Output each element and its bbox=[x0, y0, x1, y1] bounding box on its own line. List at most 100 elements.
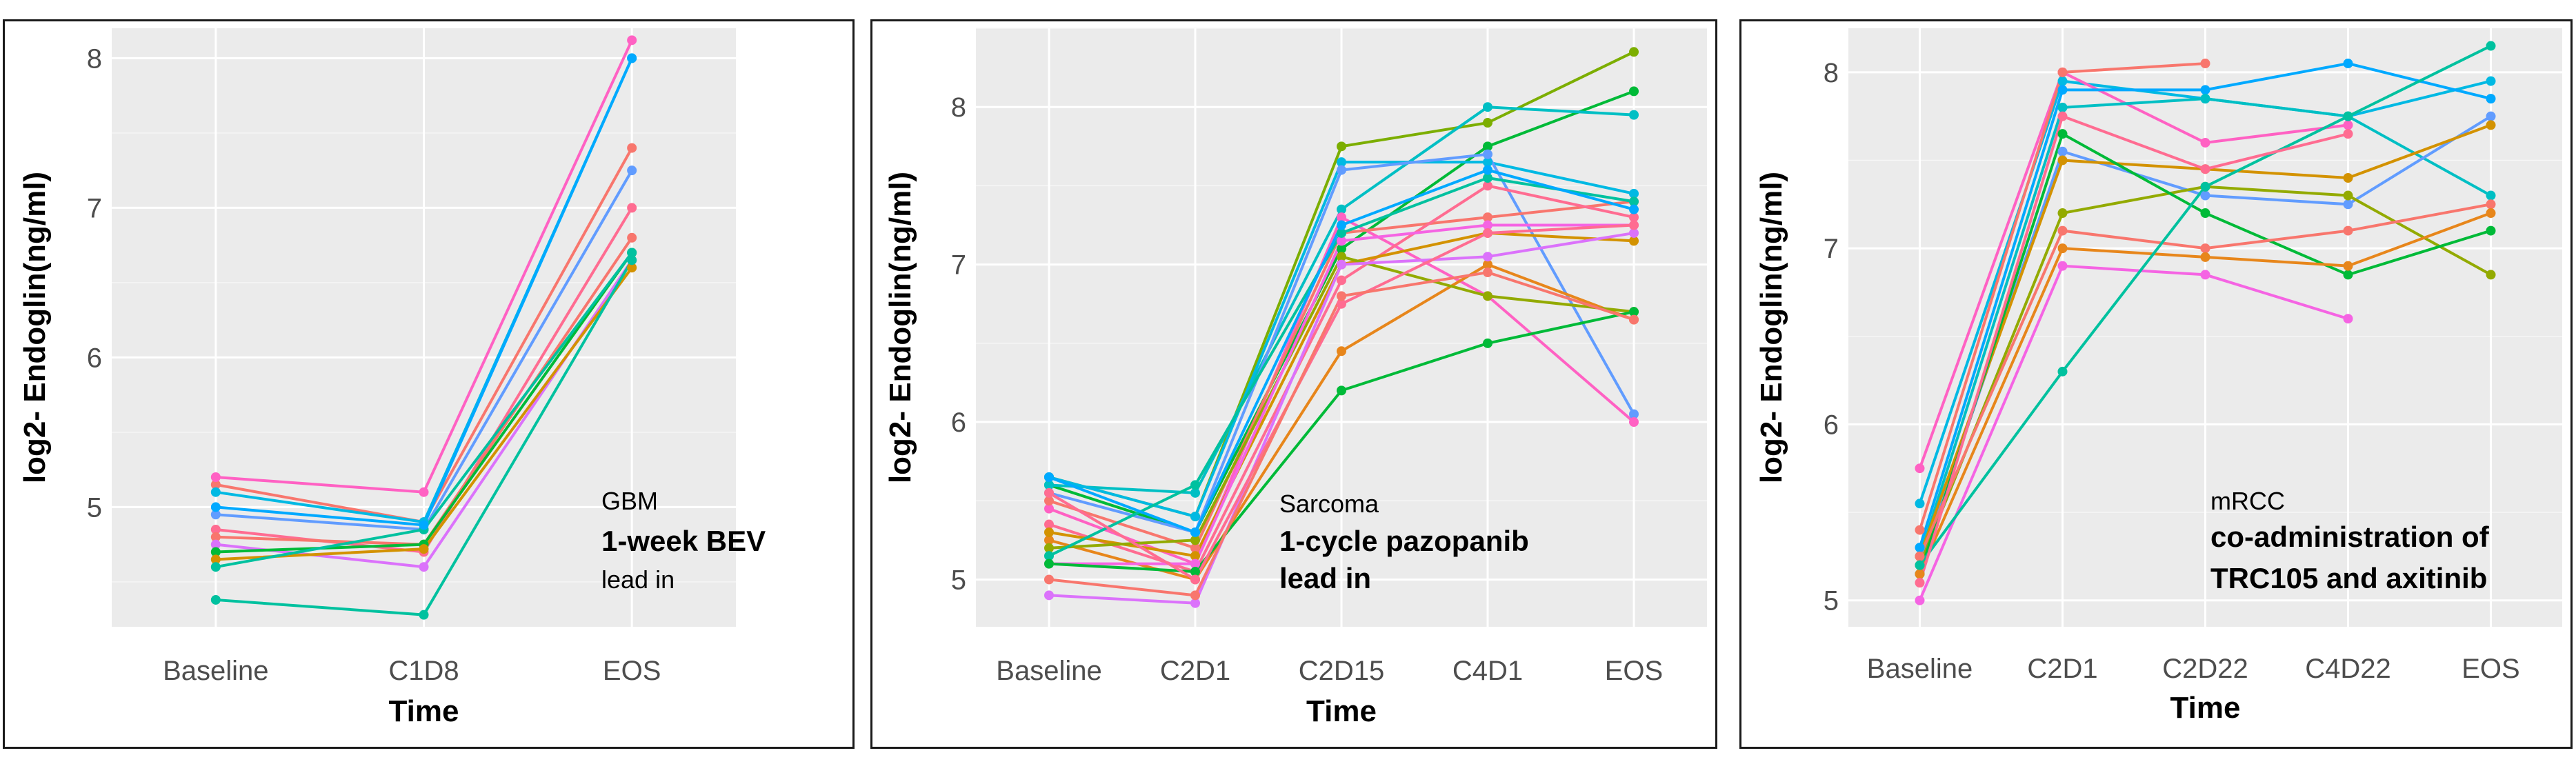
data-point-s4 bbox=[1337, 157, 1346, 168]
chart-panel-mrcc: 5 6 7 8 Baseline C2D1 C2D22 C4D22 EOS log2- End… bbox=[1739, 19, 2573, 749]
data-point-s13 bbox=[1044, 590, 1054, 601]
data-point-s16 bbox=[1337, 220, 1346, 230]
data-point-s14 bbox=[1629, 197, 1639, 207]
annotation-detail: lead in bbox=[601, 565, 675, 594]
chart-panel-gbm: 5 6 7 8 Baseline C1D8 EOS log2- Endoglin(ng/m… bbox=[3, 19, 855, 749]
chart-svg-mrcc: 5 6 7 8 Baseline C2D1 C2D22 C4D22 EOS log2- End… bbox=[1755, 28, 2562, 725]
data-point-s7 bbox=[1190, 543, 1200, 553]
data-point-s15 bbox=[1337, 385, 1346, 396]
data-point-s6 bbox=[2486, 111, 2496, 121]
x-tick-label: EOS bbox=[603, 656, 661, 686]
data-point-s8 bbox=[210, 547, 221, 557]
data-point-s12 bbox=[627, 255, 637, 265]
data-point-s9 bbox=[419, 544, 429, 554]
data-point-s13 bbox=[2343, 111, 2353, 121]
data-point-s1 bbox=[2486, 76, 2496, 86]
data-point-s5 bbox=[1483, 149, 1492, 159]
data-point-s3 bbox=[1629, 110, 1639, 120]
x-tick-label: Baseline bbox=[996, 656, 1101, 686]
data-point-s8 bbox=[1337, 275, 1346, 285]
data-point-s7 bbox=[419, 562, 429, 572]
data-point-s17 bbox=[1483, 228, 1492, 238]
data-point-s9 bbox=[1044, 535, 1054, 545]
x-axis-title: Time bbox=[389, 694, 459, 728]
data-point-s11 bbox=[627, 53, 637, 63]
data-point-s3 bbox=[1190, 487, 1200, 498]
y-tick-label: 5 bbox=[87, 492, 102, 523]
data-point-s3 bbox=[1483, 102, 1492, 112]
data-point-s8 bbox=[2057, 208, 2068, 219]
data-point-s3 bbox=[1915, 543, 1925, 553]
data-point-s10 bbox=[2057, 225, 2068, 236]
series-line-s14 bbox=[1918, 114, 2348, 583]
y-axis-title: log2- Endoglin(ng/ml) bbox=[883, 172, 917, 483]
data-point-s18 bbox=[1190, 590, 1200, 601]
x-axis-title: Time bbox=[1306, 694, 1377, 728]
data-point-s16 bbox=[1629, 204, 1639, 214]
data-point-s16 bbox=[1483, 165, 1492, 175]
data-point-s17 bbox=[1337, 299, 1346, 309]
data-point-s2 bbox=[2343, 120, 2353, 130]
data-point-s14 bbox=[1337, 228, 1346, 238]
chart-panel-sarcoma: 5 6 7 8 Baseline C2D1 C2D15 C4D1 EOS log2- Endo… bbox=[870, 19, 1717, 749]
data-point-s2 bbox=[1915, 463, 1925, 474]
data-point-s3 bbox=[2200, 85, 2210, 95]
x-tick-label: C2D22 bbox=[2162, 654, 2248, 684]
data-point-s15 bbox=[1190, 567, 1200, 577]
data-point-s17 bbox=[1044, 487, 1054, 498]
y-tick-label: 6 bbox=[951, 408, 966, 438]
data-point-s6 bbox=[210, 532, 221, 542]
data-point-s5 bbox=[2057, 102, 2068, 112]
y-tick-label: 6 bbox=[87, 343, 102, 373]
data-point-s1 bbox=[2057, 76, 2068, 86]
data-point-s9 bbox=[210, 554, 221, 565]
data-point-s13 bbox=[1190, 598, 1200, 608]
data-point-s5 bbox=[627, 203, 637, 213]
data-point-s12 bbox=[210, 594, 221, 605]
y-tick-label: 7 bbox=[951, 250, 966, 281]
data-point-s3 bbox=[1337, 204, 1346, 214]
x-tick-label: EOS bbox=[1605, 656, 1663, 686]
data-point-s11 bbox=[1190, 535, 1200, 545]
data-point-s2 bbox=[2200, 137, 2210, 148]
data-point-s11 bbox=[419, 520, 429, 530]
data-point-s8 bbox=[1044, 519, 1054, 530]
data-point-s12 bbox=[2057, 261, 2068, 271]
data-point-s3 bbox=[2057, 85, 2068, 95]
x-tick-label: Baseline bbox=[1867, 654, 1973, 684]
data-point-s6 bbox=[2200, 190, 2210, 201]
data-point-s10 bbox=[210, 562, 221, 572]
y-tick-label: 8 bbox=[87, 43, 102, 74]
y-tick-label: 5 bbox=[951, 565, 966, 595]
data-point-s14 bbox=[1915, 578, 1925, 588]
data-point-s6 bbox=[2343, 199, 2353, 210]
data-point-s5 bbox=[1629, 409, 1639, 419]
data-point-s2 bbox=[1483, 141, 1492, 152]
data-point-s12 bbox=[419, 610, 429, 620]
data-point-s4 bbox=[1190, 512, 1200, 522]
data-point-s7 bbox=[2343, 173, 2353, 183]
data-point-s15 bbox=[1483, 338, 1492, 348]
x-tick-label: C2D15 bbox=[1299, 656, 1385, 686]
data-point-s1 bbox=[1629, 47, 1639, 57]
x-tick-label: EOS bbox=[2462, 654, 2519, 684]
data-point-s9 bbox=[2200, 208, 2210, 219]
data-point-s13 bbox=[1915, 560, 1925, 570]
data-point-s13 bbox=[1337, 259, 1346, 270]
x-tick-label: C2D1 bbox=[1160, 656, 1230, 686]
data-point-s9 bbox=[2343, 270, 2353, 280]
annotation-detail: lead in bbox=[1279, 562, 1371, 594]
data-point-s11 bbox=[2486, 208, 2496, 219]
data-point-s2 bbox=[210, 472, 221, 482]
data-point-s17 bbox=[1190, 574, 1200, 585]
data-point-s11 bbox=[1915, 569, 1925, 579]
data-point-s18 bbox=[1483, 268, 1492, 278]
series-line-s2 bbox=[1918, 70, 2348, 469]
data-point-s8 bbox=[1483, 181, 1492, 191]
data-point-s2 bbox=[1337, 243, 1346, 254]
annotation-treatment: co-administration of bbox=[2210, 521, 2490, 553]
annotation-treatment: 1-cycle pazopanib bbox=[1279, 525, 1529, 557]
data-point-s13 bbox=[1629, 228, 1639, 238]
data-point-s4 bbox=[627, 165, 637, 176]
data-point-s16 bbox=[1190, 527, 1200, 537]
